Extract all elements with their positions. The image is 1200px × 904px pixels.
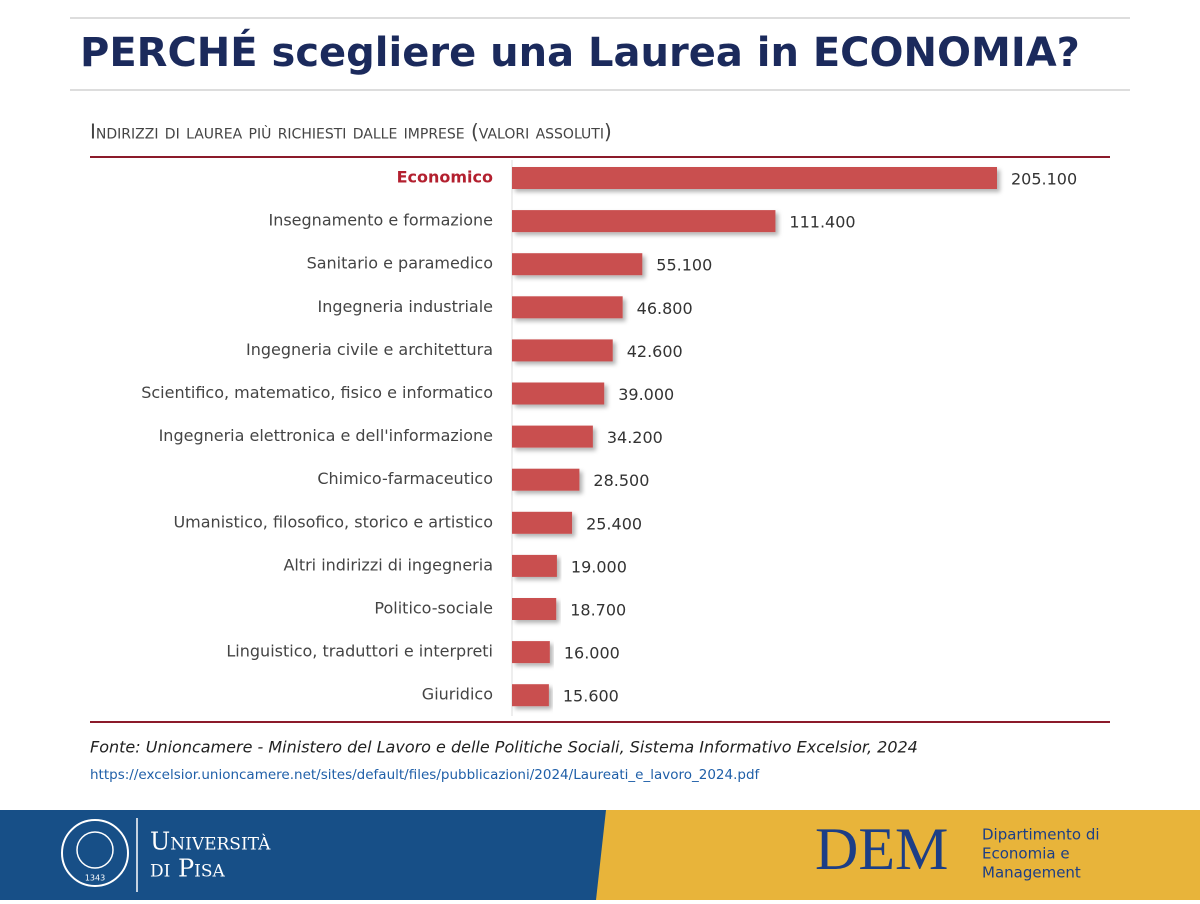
value-label: 205.100 — [1011, 170, 1077, 189]
bar — [512, 210, 776, 233]
department: Dipartimento di — [982, 826, 1100, 844]
value-label: 46.800 — [637, 299, 693, 318]
dem-logo: DEM — [815, 816, 948, 882]
category-label: Chimico-farmaceutico — [317, 469, 493, 488]
bar — [512, 167, 997, 189]
seal — [76, 831, 114, 869]
value-label: 16.000 — [564, 644, 620, 663]
university: Università — [150, 828, 271, 856]
value-label: 28.500 — [593, 471, 649, 490]
category-label: Politico-sociale — [374, 599, 493, 618]
bar — [512, 511, 573, 534]
bar — [512, 598, 557, 620]
bar — [512, 554, 557, 577]
slide-title: PERCHÉ scegliere una Laurea in ECONOMIA? — [80, 28, 1080, 76]
category-label: Sanitario e paramedico — [307, 254, 493, 273]
value-label: 111.400 — [789, 213, 855, 232]
value-label: 25.400 — [586, 514, 642, 533]
category-label: Ingegneria industriale — [317, 297, 493, 316]
value-label: 42.600 — [627, 342, 683, 361]
value-label: 18.700 — [570, 601, 626, 620]
footer-left — [0, 810, 606, 900]
value-label: 55.100 — [656, 256, 712, 275]
source: Fonte: Unioncamere - Ministero del Lavor… — [90, 738, 918, 757]
bar — [512, 382, 605, 405]
bar — [512, 253, 643, 276]
category-label: Altri indirizzi di ingegneria — [283, 555, 493, 574]
value-label: 15.600 — [563, 687, 619, 706]
category-label: Economico — [397, 168, 493, 187]
bar — [512, 641, 550, 664]
category-label: Linguistico, traduttori e interpreti — [226, 642, 493, 661]
category-label: Ingegneria civile e architettura — [246, 340, 493, 359]
chart-title: Indirizzi di laurea più richiesti dalle … — [90, 120, 612, 144]
bar — [512, 425, 593, 448]
bar — [512, 296, 623, 319]
seal — [61, 819, 129, 887]
category-label: Ingegneria elettronica e dell'informazio… — [159, 426, 493, 445]
category-label: Giuridico — [422, 685, 493, 704]
university: di Pisa — [150, 855, 225, 883]
category-label: Insegnamento e formazione — [268, 211, 493, 230]
value-label: 34.200 — [607, 428, 663, 447]
department: Management — [982, 864, 1081, 882]
bar — [512, 468, 580, 491]
seal-year: 1343 — [85, 874, 105, 883]
bars: Economico 205.100 Insegnamento e formazion… — [141, 167, 1077, 707]
category-label: Umanistico, filosofico, storico e artist… — [173, 512, 493, 531]
value-label: 39.000 — [618, 385, 674, 404]
bar — [512, 339, 613, 362]
category-label: Scientifico, matematico, fisico e inform… — [141, 383, 493, 402]
source-link[interactable]: https://excelsior.unioncamere.net/sites/… — [90, 767, 761, 783]
bar — [512, 684, 549, 707]
value-label: 19.000 — [571, 557, 627, 576]
department: Economia e — [982, 845, 1070, 863]
